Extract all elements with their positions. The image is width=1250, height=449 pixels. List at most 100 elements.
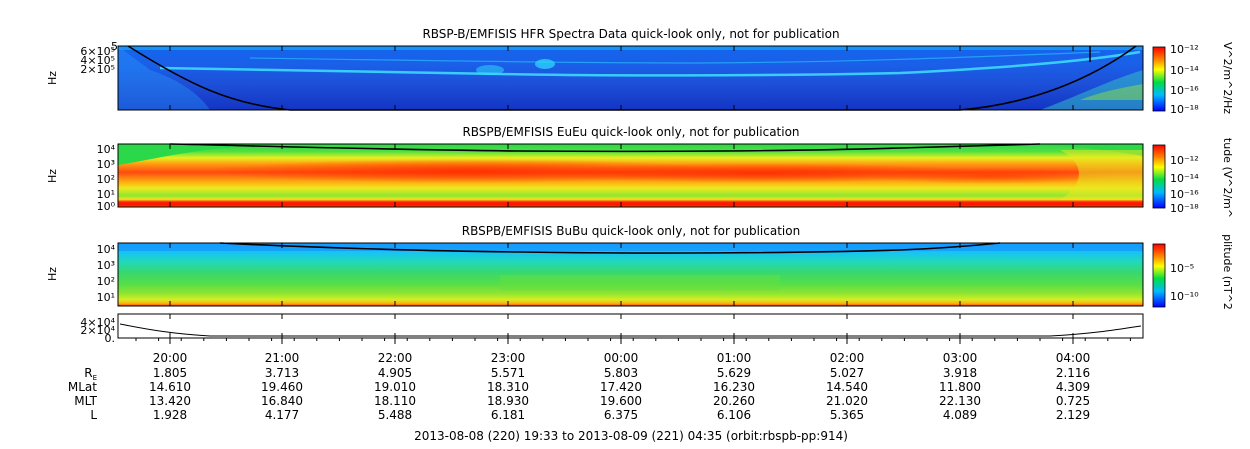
ephem-value: 19.460 (261, 380, 303, 394)
bubu-ytick: 10⁴ (97, 243, 116, 256)
eueu-ytick: 10⁴ (97, 143, 116, 156)
eueu-colorbar-label: tude (V^2/m^ (1221, 138, 1234, 218)
time-tick: 01:00 (717, 351, 752, 365)
ephem-value: 6.106 (717, 408, 751, 422)
ephem-value: 16.840 (261, 394, 303, 408)
ephem-value: 17.420 (600, 380, 642, 394)
time-axis: 20:00 21:00 22:00 23:00 00:00 01:00 02:0… (153, 351, 1091, 365)
ephem-value: 4.177 (265, 408, 299, 422)
ephem-value: 18.930 (487, 394, 529, 408)
ephem-value: 16.230 (713, 380, 755, 394)
eueu-ytick: 10¹ (97, 188, 115, 201)
eueu-panel: RBSPB/EMFISIS EuEu quick-look only, not … (46, 125, 1234, 218)
bubu-ytick: 10³ (97, 259, 115, 272)
eueu-cbar-tick: 10⁻¹⁸ (1170, 202, 1199, 215)
eueu-ytick: 10² (97, 173, 115, 186)
bubu-cbar-tick: 10⁻¹⁰ (1170, 290, 1199, 303)
eueu-colorbar (1152, 144, 1166, 209)
ephem-value: 5.803 (604, 366, 638, 380)
hfr-ytick: 6×10⁵ (80, 45, 115, 58)
eueu-cutoff-curve (169, 143, 1041, 153)
bubu-colorbar-ticks: 10⁻⁵ 10⁻¹⁰ (1170, 262, 1199, 303)
ephem-value: 13.420 (149, 394, 191, 408)
hfr-ytick: 5 (111, 40, 118, 53)
ephem-value: 5.629 (717, 366, 751, 380)
hfr-colorbar-ticks: 10⁻¹² 10⁻¹⁴ 10⁻¹⁶ 10⁻¹⁸ (1170, 43, 1199, 116)
eueu-ylabel: Hz (46, 169, 59, 183)
ephem-value: 1.928 (153, 408, 187, 422)
ephem-value: 6.181 (491, 408, 525, 422)
ephem-label-l: L (90, 408, 97, 422)
ephem-value: 6.375 (604, 408, 638, 422)
ephem-value: 14.610 (149, 380, 191, 394)
hfr-ytick: 2×10⁵ (80, 63, 115, 76)
ephem-value: 5.488 (378, 408, 412, 422)
eueu-ytick: 10⁰ (97, 200, 116, 213)
eueu-ytick: 10³ (97, 158, 115, 171)
bubu-ytick: 10¹ (97, 291, 115, 304)
hfr-cbar-tick: 10⁻¹⁶ (1170, 84, 1199, 97)
ephem-value: 0.725 (1056, 394, 1090, 408)
time-tick: 23:00 (491, 351, 526, 365)
hfr-ytick: 4×10⁵ (80, 54, 115, 67)
ephem-value: 20.260 (713, 394, 755, 408)
ephem-value: 19.010 (374, 380, 416, 394)
ephem-value: 1.805 (153, 366, 187, 380)
line-y-ticks: 4×10⁴ 2×10⁴ 0. (80, 316, 115, 345)
time-tick: 02:00 (830, 351, 865, 365)
bubu-cutoff-curve (219, 242, 1001, 254)
ephem-value: 22.130 (939, 394, 981, 408)
line-ytick: 4×10⁴ (80, 316, 115, 329)
line-panel: 4×10⁴ 2×10⁴ 0. (80, 313, 1144, 345)
eueu-y-ticks: 10⁴ 10³ 10² 10¹ 10⁰ (97, 143, 116, 213)
x-tick-marks (135, 46, 1131, 344)
ephem-label-re: RE (84, 366, 97, 382)
hfr-emission-band (159, 50, 1141, 77)
ephem-value: 3.918 (943, 366, 977, 380)
bubu-colorbar-label: plitude (nT^2 (1221, 234, 1234, 310)
ephem-value: 18.110 (374, 394, 416, 408)
bubu-panel: RBSPB/EMFISIS BuBu quick-look only, not … (46, 224, 1234, 310)
bubu-y-ticks: 10⁴ 10³ 10² 10¹ (97, 243, 116, 304)
ephem-value: 11.800 (939, 380, 981, 394)
hfr-title: RBSP-B/EMFISIS HFR Spectra Data quick-lo… (422, 27, 839, 41)
ephem-value: 18.310 (487, 380, 529, 394)
time-tick: 04:00 (1056, 351, 1091, 365)
ephem-value: 5.365 (830, 408, 864, 422)
ephem-value: 5.571 (491, 366, 525, 380)
hfr-cbar-tick: 10⁻¹⁸ (1170, 103, 1199, 116)
ephem-value: 4.309 (1056, 380, 1090, 394)
bubu-ylabel: Hz (46, 267, 59, 281)
ephem-label-mlt: MLT (74, 394, 97, 408)
hfr-cbar-tick: 10⁻¹⁴ (1170, 64, 1199, 77)
hfr-y-ticks: 5 6×10⁵ 4×10⁵ 2×10⁵ (80, 40, 118, 76)
hfr-spectrogram (118, 46, 1143, 110)
ephem-value: 2.116 (1056, 366, 1090, 380)
ephem-value: 3.713 (265, 366, 299, 380)
hfr-panel: RBSP-B/EMFISIS HFR Spectra Data quick-lo… (46, 27, 1234, 116)
ephem-value: 2.129 (1056, 408, 1090, 422)
eueu-cbar-tick: 10⁻¹⁶ (1170, 188, 1199, 201)
time-tick: 00:00 (604, 351, 639, 365)
hfr-cbar-tick: 10⁻¹² (1170, 43, 1199, 56)
line-ytick: 2×10⁴ (80, 324, 115, 337)
ephem-value: 19.600 (600, 394, 642, 408)
eueu-title: RBSPB/EMFISIS EuEu quick-look only, not … (462, 125, 799, 139)
eueu-cbar-tick: 10⁻¹⁴ (1170, 172, 1199, 185)
ephemeris-table: RE MLat MLT L 1.805 3.713 4.905 5.571 5.803 5… (68, 366, 1090, 422)
time-tick: 22:00 (378, 351, 413, 365)
eueu-colorbar-ticks: 10⁻¹² 10⁻¹⁴ 10⁻¹⁶ 10⁻¹⁸ (1170, 154, 1199, 215)
ephem-value: 14.540 (826, 380, 868, 394)
ephem-value: 5.027 (830, 366, 864, 380)
ephem-value: 21.020 (826, 394, 868, 408)
bubu-title: RBSPB/EMFISIS BuBu quick-look only, not … (462, 224, 800, 238)
bubu-colorbar (1152, 243, 1166, 308)
time-tick: 21:00 (265, 351, 300, 365)
line-plot-frame (117, 313, 1144, 339)
footer-time-range: 2013-08-08 (220) 19:33 to 2013-08-09 (22… (414, 429, 848, 443)
hfr-colorbar-label: V^2/m^2/Hz (1221, 42, 1234, 114)
ephem-value: 4.089 (943, 408, 977, 422)
eueu-cbar-tick: 10⁻¹² (1170, 154, 1199, 167)
ephem-value: 4.905 (378, 366, 412, 380)
